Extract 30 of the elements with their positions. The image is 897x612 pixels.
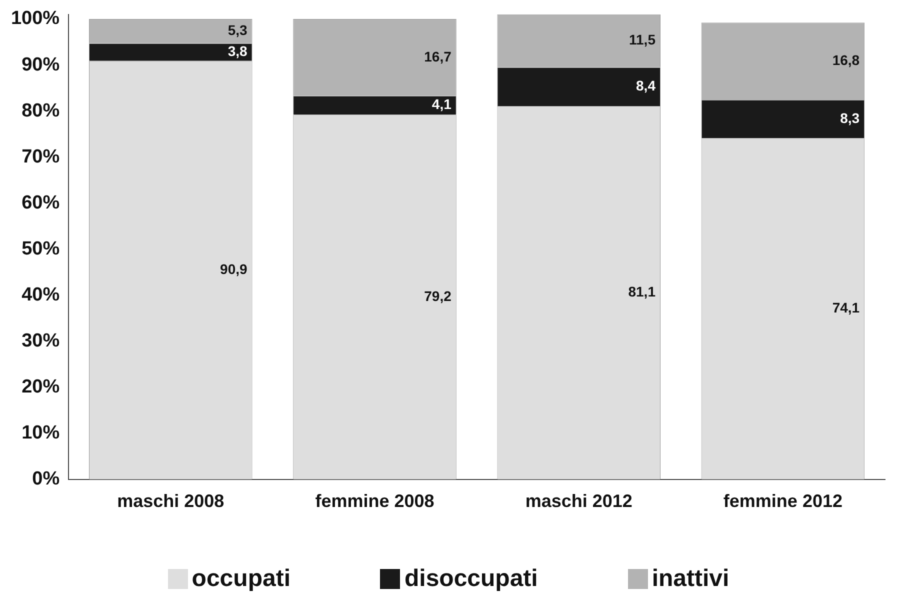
legend-label: occupati	[192, 565, 290, 593]
data-label: 5,3	[228, 22, 248, 38]
x-tick-label: femmine 2008	[315, 491, 434, 512]
y-tick-label: 100%	[10, 8, 60, 30]
data-label: 74,1	[832, 300, 860, 316]
y-tick-label: 80%	[22, 100, 60, 122]
x-tick-label: maschi 2008	[117, 491, 224, 512]
x-tick-label: maschi 2012	[525, 491, 632, 512]
x-tick-label: femmine 2012	[723, 491, 842, 512]
data-label: 4,1	[432, 96, 452, 112]
legend-label: inattivi	[652, 565, 730, 593]
data-label: 16,8	[832, 52, 860, 68]
data-label: 11,5	[629, 32, 656, 48]
legend-label: disoccupati	[404, 565, 538, 593]
data-label: 81,1	[628, 284, 656, 300]
y-tick-label: 70%	[22, 146, 60, 168]
data-label: 16,7	[424, 48, 452, 64]
data-label: 8,4	[636, 78, 656, 94]
y-tick-label: 40%	[22, 284, 60, 306]
y-tick-label: 60%	[22, 192, 60, 214]
data-label: 90,9	[220, 261, 248, 278]
data-label: 3,8	[228, 43, 248, 60]
y-tick-label: 10%	[22, 422, 60, 444]
y-tick-label: 90%	[22, 54, 60, 76]
data-label: 79,2	[424, 288, 452, 304]
y-tick-label: 30%	[22, 330, 60, 352]
y-tick-label: 20%	[22, 376, 60, 398]
data-label: 8,3	[840, 110, 860, 126]
y-tick-label: 0%	[32, 468, 60, 490]
y-tick-label: 50%	[22, 238, 60, 260]
